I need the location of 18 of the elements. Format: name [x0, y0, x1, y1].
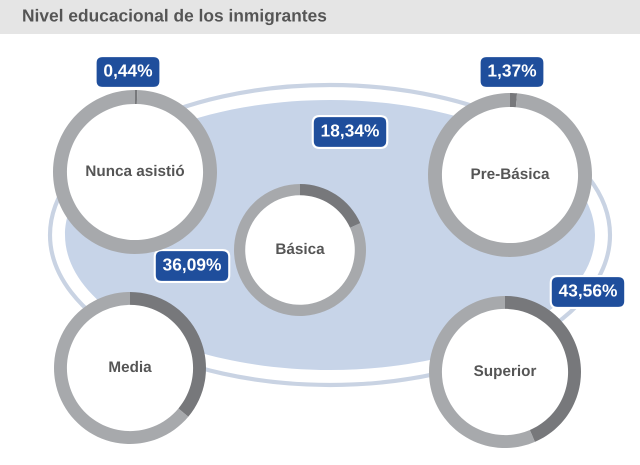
- donut-slice: [510, 93, 518, 108]
- text: Pre-Básica: [472, 168, 550, 180]
- donut-slice: [429, 296, 535, 448]
- data-label: 1,37%: [488, 64, 536, 80]
- donut-slice: [428, 93, 592, 257]
- donut-slice: [54, 292, 188, 444]
- data-label: 18,34%: [322, 124, 379, 140]
- text: Superior: [474, 364, 536, 380]
- data-label: 36,09%: [162, 258, 221, 274]
- text: Básica: [276, 242, 325, 254]
- text: Nunca asistió: [86, 164, 184, 176]
- donut-slice: [53, 90, 217, 254]
- data-label: 0,44%: [104, 64, 152, 80]
- data-label: 43,56%: [558, 284, 617, 300]
- text: Media: [109, 360, 152, 372]
- donut-slice: [300, 184, 360, 228]
- text: Nivel educacional de los inmigrantes: [23, 8, 326, 26]
- donut-slice: [234, 184, 366, 316]
